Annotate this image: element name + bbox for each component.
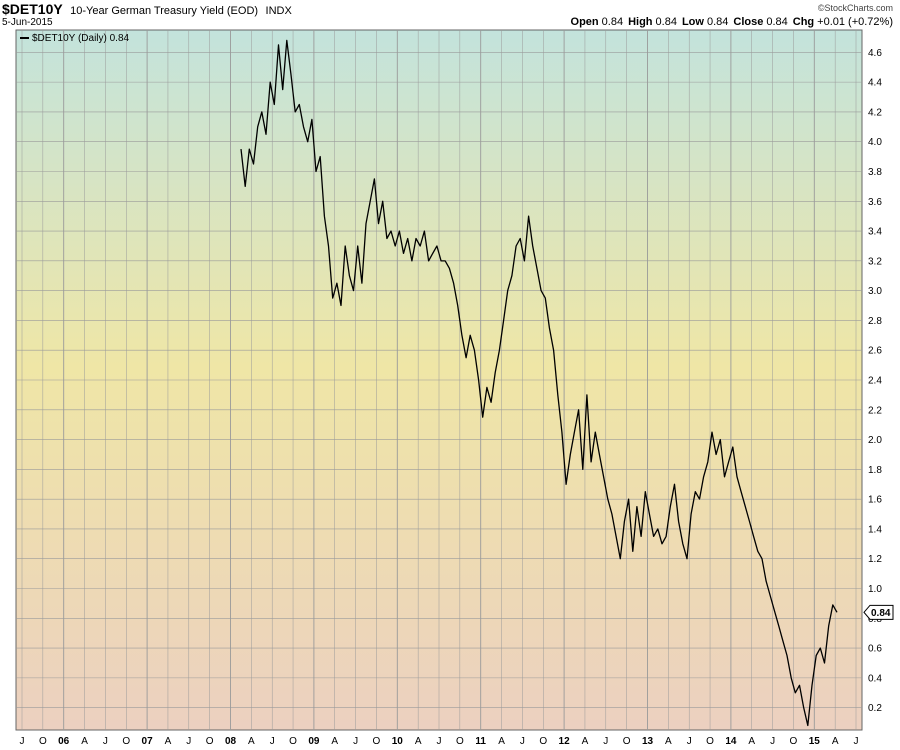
x-tick-label: O [790,736,798,747]
x-tick-label: O [39,736,47,747]
x-tick-label: J [687,736,692,747]
y-tick-label: 3.8 [868,167,882,178]
y-tick-label: 3.6 [868,197,882,208]
watermark-text: ©StockCharts.com [818,3,893,13]
x-gridlines [21,30,857,730]
last-value-flag: 0.84 [863,604,894,620]
ohlc-value: +0.01 (+0.72%) [817,16,893,28]
y-tick-label: 1.6 [868,495,882,506]
x-tick-label: O [373,736,381,747]
chart-title: 10-Year German Treasury Yield (EOD) [70,5,258,17]
x-tick-label: A [665,736,672,747]
y-tick-label: 2.4 [868,376,882,387]
x-tick-label: A [582,736,589,747]
x-tick-label: A [415,736,422,747]
x-tick-label: J [270,736,275,747]
x-tick-label: O [289,736,297,747]
y-tick-label: 1.0 [868,584,882,595]
y-tick-label: 2.6 [868,346,882,357]
y-tick-label: 0.4 [868,673,882,684]
x-tick-label: J [353,736,358,747]
y-tick-label: 4.6 [868,48,882,59]
ohlc-value: 0.84 [766,16,787,28]
x-tick-label: 14 [725,736,737,747]
y-tick-label: 2.8 [868,316,882,327]
y-tick-label: 1.4 [868,524,882,535]
x-tick-label: A [81,736,88,747]
last-value-label: 0.84 [871,608,891,619]
x-tick-label: A [498,736,505,747]
y-tick-label: 4.0 [868,137,882,148]
x-tick-label: 12 [559,736,571,747]
ohlc-label: High [628,16,653,28]
x-tick-label: J [437,736,442,747]
x-tick-label: O [623,736,631,747]
x-tick-label: A [165,736,172,747]
x-tick-label: A [331,736,338,747]
x-tick-label: O [539,736,547,747]
x-tick-label: 06 [58,736,70,747]
y-tick-label: 3.0 [868,286,882,297]
y-tick-label: 1.2 [868,554,882,565]
x-tick-label: 08 [225,736,237,747]
x-tick-label: J [854,736,859,747]
ohlc-label: Low [682,16,704,28]
x-tick-label: A [832,736,839,747]
x-tick-label: J [770,736,775,747]
x-tick-label: 07 [142,736,154,747]
y-tick-label: 2.2 [868,405,882,416]
x-tick-label: 10 [392,736,404,747]
ohlc-label: Close [733,16,763,28]
date-label: 5-Jun-2015 [2,17,53,28]
x-tick-label: 09 [308,736,320,747]
x-tick-label: J [103,736,108,747]
ohlc-label: Open [571,16,599,28]
symbol-label: $DET10Y [2,1,63,17]
ohlc-value: 0.84 [602,16,623,28]
y-tick-label: 4.2 [868,107,882,118]
ohlc-value: 0.84 [707,16,728,28]
ohlc-label: Chg [793,16,814,28]
series-line [240,39,838,727]
series-layer [240,39,838,727]
y-tick-label: 1.8 [868,465,882,476]
ohlc-value: 0.84 [656,16,677,28]
y-tick-label: 2.0 [868,435,882,446]
x-tick-label: A [248,736,255,747]
x-tick-label: 13 [642,736,654,747]
x-tick-label: J [520,736,525,747]
y-tick-label: 0.6 [868,644,882,655]
ohlc-readout: Open 0.84 High 0.84 Low 0.84 Close 0.84 Chg +0.01… [571,16,893,28]
x-tick-label: J [20,736,25,747]
exchange-label: INDX [266,5,293,17]
x-tick-label: O [456,736,464,747]
x-tick-label: O [206,736,214,747]
chart-header: $DET10Y 10-Year German Treasury Yield (E… [2,1,292,18]
legend-text: $DET10Y (Daily) 0.84 [32,33,130,44]
x-tick-label: O [122,736,130,747]
y-axis: 0.20.40.60.81.01.21.41.61.82.02.22.42.62… [868,48,882,714]
x-tick-label: J [186,736,191,747]
x-axis: J O 06 A J O 07 A J O 08 A J O 09 A J O 10 A J O 11 A J O 12 A J O 13 A… [20,736,859,747]
y-tick-label: 0.2 [868,703,882,714]
x-tick-label: 15 [809,736,821,747]
y-tick-label: 3.4 [868,227,882,238]
x-tick-label: A [748,736,755,747]
x-tick-label: 11 [475,736,486,747]
x-tick-label: J [603,736,608,747]
y-tick-label: 4.4 [868,78,882,89]
x-tick-label: O [706,736,714,747]
y-tick-label: 3.2 [868,256,882,267]
